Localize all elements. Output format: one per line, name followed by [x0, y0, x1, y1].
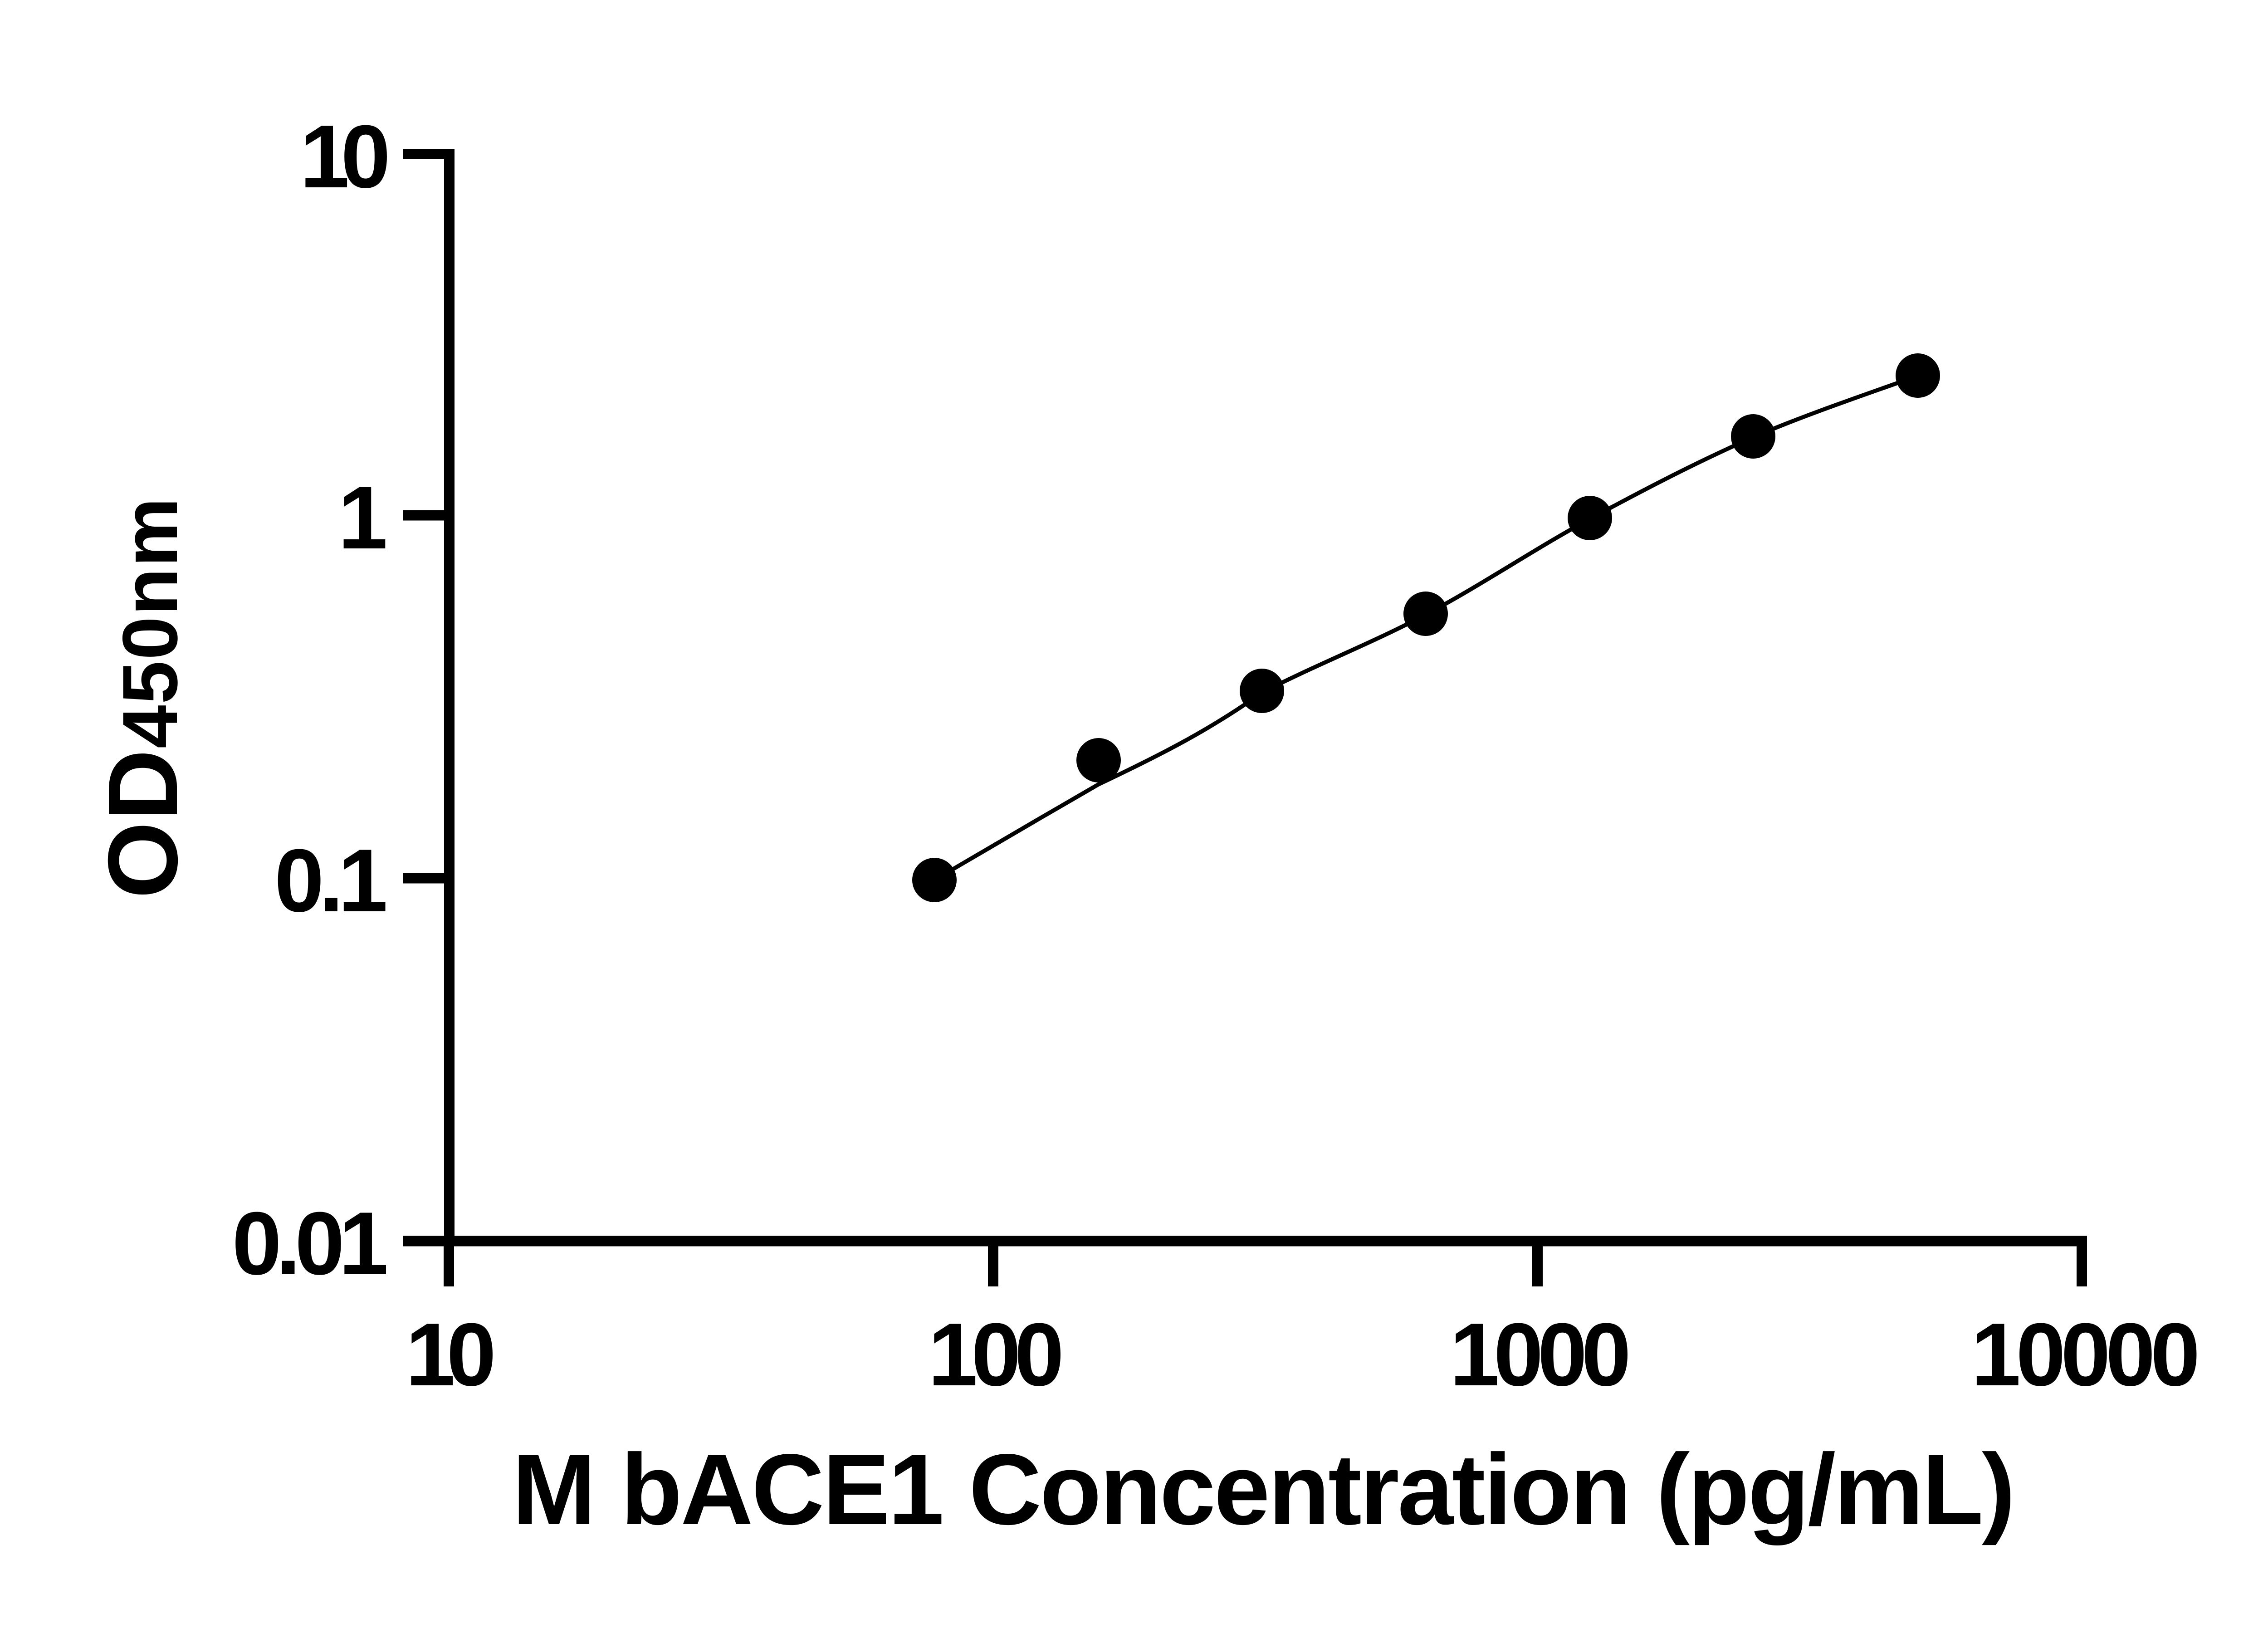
- svg-text:1000: 1000: [1450, 1305, 1631, 1404]
- svg-text:10: 10: [406, 1305, 496, 1404]
- svg-text:0.1: 0.1: [274, 831, 388, 930]
- svg-text:1: 1: [338, 468, 388, 567]
- svg-text:M bACE1 Concentration (pg/mL): M bACE1 Concentration (pg/mL): [512, 1433, 2015, 1546]
- svg-text:10: 10: [300, 107, 391, 206]
- svg-text:OD450nm: OD450nm: [88, 497, 198, 899]
- svg-text:100: 100: [928, 1305, 1064, 1404]
- svg-text:10000: 10000: [1971, 1305, 2200, 1404]
- svg-text:0.01: 0.01: [232, 1193, 389, 1293]
